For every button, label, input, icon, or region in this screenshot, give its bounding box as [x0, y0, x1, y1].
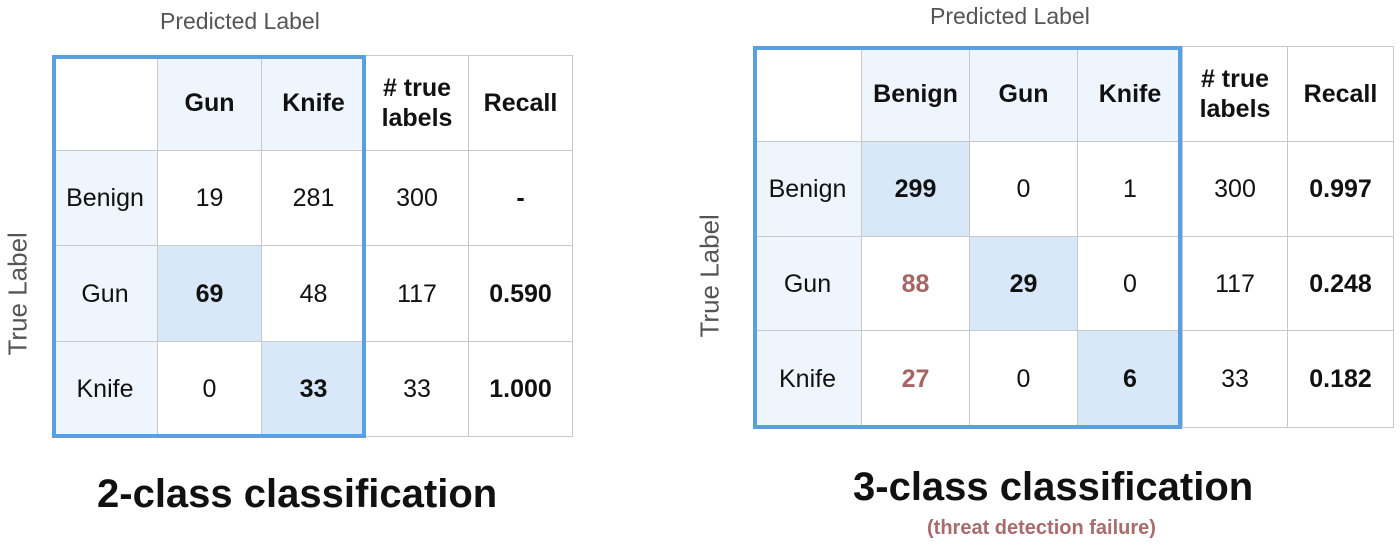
- cell-gun-benign: 88: [861, 236, 970, 331]
- cell-gun-total: 117: [1182, 236, 1288, 331]
- cell-benign-recall: -: [468, 150, 573, 246]
- row-label-benign: Benign: [753, 141, 862, 237]
- row-label-gun: Gun: [52, 245, 158, 342]
- cell-gun-gun: 29: [969, 236, 1078, 331]
- cell-knife-total: 33: [1182, 330, 1288, 428]
- row-label-benign: Benign: [52, 150, 158, 246]
- predicted-label-axis-left: Predicted Label: [160, 8, 320, 34]
- caption-3class: 3-class classification: [853, 465, 1254, 509]
- cell-knife-recall: 1.000: [468, 341, 573, 437]
- cell-benign-total: 300: [1182, 141, 1288, 237]
- corner-cell: [753, 46, 862, 142]
- confusion-matrix-2class: Gun Knife # true labels Recall Benign 19…: [52, 55, 573, 437]
- col-header-benign: Benign: [861, 46, 970, 142]
- cell-benign-knife: 281: [261, 150, 366, 246]
- row-label-gun: Gun: [753, 236, 862, 331]
- col-header-recall: Recall: [1287, 46, 1394, 142]
- cell-knife-benign: 27: [861, 330, 970, 428]
- col-header-knife: Knife: [1077, 46, 1183, 142]
- cell-knife-gun: 0: [969, 330, 1078, 428]
- true-label-axis-left: True Label: [2, 232, 33, 356]
- predicted-label-axis-right: Predicted Label: [930, 3, 1090, 29]
- col-header-knife: Knife: [261, 55, 366, 151]
- caption-2class: 2-class classification: [97, 472, 498, 516]
- cell-gun-recall: 0.590: [468, 245, 573, 342]
- cell-benign-benign: 299: [861, 141, 970, 237]
- cell-knife-recall: 0.182: [1287, 330, 1394, 428]
- cell-benign-gun: 19: [157, 150, 262, 246]
- cell-gun-knife: 0: [1077, 236, 1183, 331]
- cell-knife-knife: 6: [1077, 330, 1183, 428]
- confusion-matrix-3class: Benign Gun Knife # true labels Recall Be…: [753, 46, 1394, 428]
- cell-benign-knife: 1: [1077, 141, 1183, 237]
- cell-knife-gun: 0: [157, 341, 262, 437]
- cell-benign-recall: 0.997: [1287, 141, 1394, 237]
- row-label-knife: Knife: [753, 330, 862, 428]
- col-header-gun: Gun: [969, 46, 1078, 142]
- cell-gun-total: 117: [365, 245, 469, 342]
- cell-gun-recall: 0.248: [1287, 236, 1394, 331]
- true-label-axis-right: True Label: [694, 214, 725, 338]
- cell-gun-knife: 48: [261, 245, 366, 342]
- corner-cell: [52, 55, 158, 151]
- cell-knife-knife: 33: [261, 341, 366, 437]
- col-header-true-labels: # true labels: [365, 55, 469, 151]
- cell-gun-gun: 69: [157, 245, 262, 342]
- col-header-gun: Gun: [157, 55, 262, 151]
- cell-knife-total: 33: [365, 341, 469, 437]
- cell-benign-gun: 0: [969, 141, 1078, 237]
- row-label-knife: Knife: [52, 341, 158, 437]
- col-header-true-labels: # true labels: [1182, 46, 1288, 142]
- cell-benign-total: 300: [365, 150, 469, 246]
- col-header-recall: Recall: [468, 55, 573, 151]
- subcaption-threat-failure: (threat detection failure): [927, 517, 1156, 539]
